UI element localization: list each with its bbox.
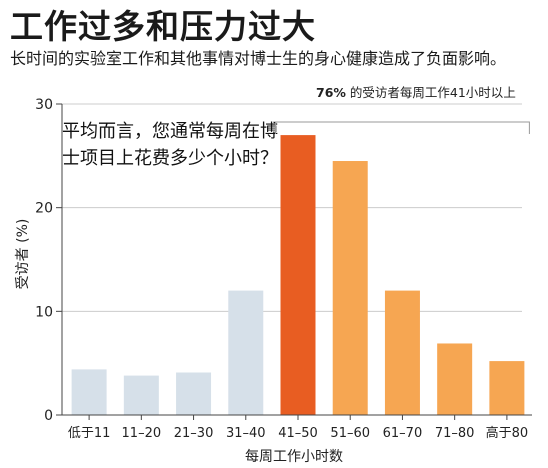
x-tick-label: 21–30 bbox=[174, 426, 214, 441]
survey-question: 平均而言，您通常每周在博士项目上花费多少个小时？ bbox=[62, 121, 278, 169]
bar-8 bbox=[489, 361, 525, 415]
callout-percent: 76% bbox=[316, 85, 346, 100]
x-tick-label: 41–50 bbox=[278, 426, 318, 441]
bar-2 bbox=[176, 372, 212, 415]
x-tick-label: 51–60 bbox=[330, 426, 370, 441]
y-tick-label: 20 bbox=[35, 201, 53, 217]
x-tick-label: 61–70 bbox=[383, 426, 423, 441]
bar-4 bbox=[280, 135, 316, 415]
x-tick-label: 71–80 bbox=[435, 426, 475, 441]
bar-1 bbox=[123, 375, 159, 415]
x-tick-label: 低于11 bbox=[68, 426, 111, 441]
chart-title: 工作过多和压力过大 bbox=[10, 7, 316, 46]
bracket-line bbox=[275, 121, 530, 134]
bar-6 bbox=[384, 290, 420, 415]
y-tick-label: 10 bbox=[35, 304, 53, 320]
x-tick-label: 高于80 bbox=[486, 425, 529, 441]
chart-subtitle: 长时间的实验室工作和其他事情对博士生的身心健康造成了负面影响。 bbox=[10, 49, 507, 68]
y-tick-label: 0 bbox=[44, 408, 53, 424]
bar-7 bbox=[437, 343, 473, 415]
axes: 0 10 20 30 低于11 11–20 21–30 31–40 41–50 51–60 61–7… bbox=[35, 97, 532, 441]
bar-5 bbox=[332, 161, 368, 415]
bars bbox=[71, 135, 525, 415]
y-tick-label: 30 bbox=[35, 97, 53, 113]
callout-bracket bbox=[275, 121, 530, 134]
x-axis-label: 每周工作小时数 bbox=[245, 449, 343, 465]
x-tick-label: 11–20 bbox=[122, 426, 162, 441]
callout-annotation: 76% 的受访者每周工作41小时以上 bbox=[316, 82, 516, 101]
bar-3 bbox=[228, 290, 264, 415]
x-tick-label: 31–40 bbox=[226, 426, 266, 441]
callout-text: 的受访者每周工作41小时以上 bbox=[349, 85, 516, 100]
bar-0 bbox=[71, 369, 107, 415]
